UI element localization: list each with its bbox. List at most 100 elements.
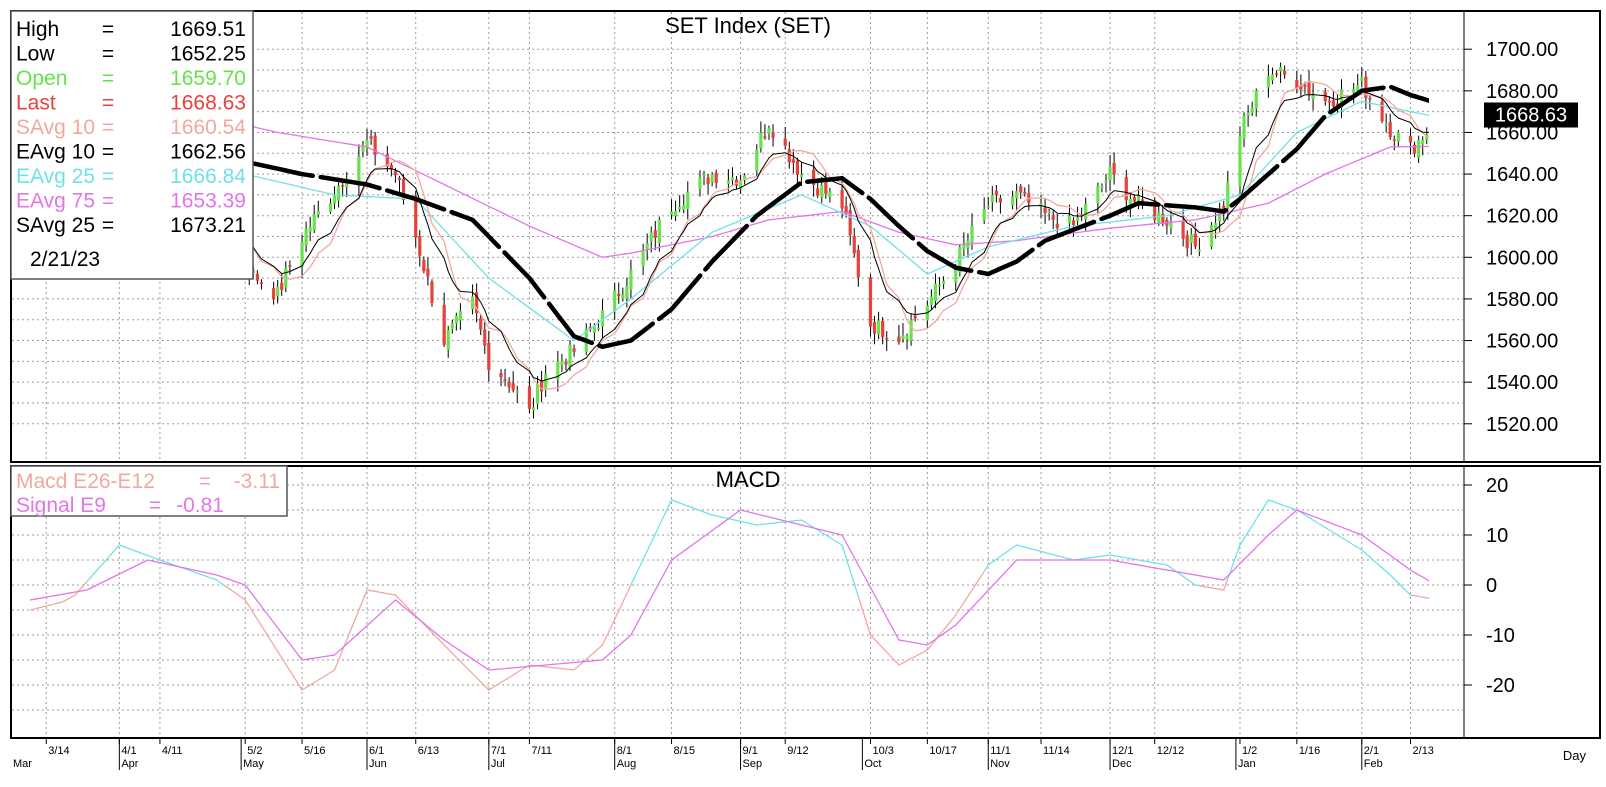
candle-up bbox=[1356, 85, 1360, 92]
candle-down bbox=[499, 373, 503, 378]
candle-down bbox=[272, 288, 276, 300]
candle-up bbox=[759, 132, 763, 149]
candle-up bbox=[1421, 140, 1425, 145]
candle-up bbox=[304, 228, 308, 246]
candle-up bbox=[328, 203, 333, 212]
candle-up bbox=[726, 180, 730, 184]
candle-down bbox=[414, 195, 418, 238]
x-tick-label: 11/1 bbox=[990, 745, 1011, 757]
candle-down bbox=[389, 164, 393, 170]
candle-up bbox=[1096, 186, 1100, 203]
last-price-marker: 1668.63 bbox=[1484, 102, 1578, 128]
candle-down bbox=[259, 282, 264, 285]
candle-down bbox=[1380, 101, 1384, 121]
candle-down bbox=[527, 386, 532, 409]
candle-down bbox=[994, 190, 998, 196]
candle-down bbox=[783, 138, 787, 146]
legend-label: EAvg 10 bbox=[16, 141, 95, 164]
x-tick-label: 7/1 bbox=[491, 745, 506, 757]
candle-up bbox=[1189, 234, 1193, 244]
candle-up bbox=[544, 374, 548, 389]
candle-down bbox=[1364, 76, 1368, 99]
candle-down bbox=[1132, 197, 1137, 202]
candle-down bbox=[1307, 82, 1311, 95]
legend-date: 2/21/23 bbox=[30, 248, 100, 271]
candle-down bbox=[1299, 85, 1303, 90]
x-tick-label: 4/11 bbox=[162, 745, 183, 757]
candle-up bbox=[556, 361, 560, 380]
candle-up bbox=[1209, 225, 1214, 248]
legend-value: 1652.25 bbox=[170, 43, 246, 66]
candle-down bbox=[1071, 220, 1076, 226]
candle-down bbox=[341, 185, 345, 187]
candle-up bbox=[962, 244, 966, 250]
candle-up bbox=[625, 286, 629, 299]
candle-up bbox=[1197, 249, 1201, 252]
candle-up bbox=[446, 330, 450, 350]
legend-label: Last bbox=[16, 92, 56, 115]
x-month-label: Jul bbox=[491, 758, 505, 770]
candle-up bbox=[1238, 136, 1242, 187]
candle-up bbox=[1360, 77, 1364, 81]
legend-label: SAvg 25 bbox=[16, 214, 95, 237]
candle-up bbox=[1214, 223, 1218, 229]
x-month-label: Nov bbox=[990, 758, 1010, 770]
candle-down bbox=[426, 268, 430, 277]
legend-value: 1673.21 bbox=[170, 214, 246, 237]
legend-label: High bbox=[16, 18, 59, 41]
candle-up bbox=[1169, 223, 1173, 229]
candle-down bbox=[483, 329, 487, 346]
candle-down bbox=[511, 383, 515, 391]
x-tick-label: 9/12 bbox=[787, 745, 808, 757]
macd-line bbox=[224, 584, 632, 691]
candle-up bbox=[1270, 74, 1275, 81]
candle-up bbox=[1047, 211, 1051, 213]
candle-down bbox=[1124, 177, 1128, 201]
x-tick-label: 2/13 bbox=[1413, 745, 1434, 757]
price-y-tick-label: 1580.00 bbox=[1486, 289, 1558, 311]
candle-up bbox=[970, 225, 974, 243]
candle-down bbox=[1051, 214, 1055, 220]
candle-up bbox=[641, 249, 645, 267]
legend-equals: = bbox=[102, 18, 114, 41]
candle-up bbox=[1384, 124, 1388, 126]
grid bbox=[12, 12, 1463, 737]
candle-up bbox=[657, 219, 661, 243]
candle-up bbox=[1417, 139, 1421, 158]
candle-down bbox=[824, 181, 828, 194]
candle-up bbox=[820, 184, 824, 198]
price-y-axis: 1700.00 1680.00 1660.00 1640.00 1620.00 1600.… bbox=[1464, 39, 1558, 436]
candle-up bbox=[515, 391, 519, 393]
last-price-label: 1668.63 bbox=[1495, 104, 1567, 126]
legend-label: Low bbox=[16, 43, 55, 66]
candle-up bbox=[649, 232, 653, 242]
candle-up bbox=[1084, 204, 1088, 220]
candle-down bbox=[288, 265, 292, 267]
candle-up bbox=[738, 180, 743, 190]
candle-up bbox=[1039, 203, 1043, 207]
candle-up bbox=[702, 173, 706, 176]
candle-up bbox=[730, 177, 735, 181]
macd-plot bbox=[29, 499, 1429, 691]
macd-y-tick-label: 0 bbox=[1486, 575, 1497, 597]
legend-equals: = bbox=[102, 67, 114, 90]
candle-up bbox=[1067, 215, 1072, 224]
candle-down bbox=[1019, 186, 1023, 193]
x-month-label: Sep bbox=[743, 758, 763, 770]
candle-down bbox=[1335, 103, 1340, 106]
x-axis: 3/14 4/1 4/11 5/2 5/16 6/1 6/13 7/1 7/11 8/1 8/15 9… bbox=[13, 738, 1434, 770]
candle-down bbox=[487, 342, 491, 371]
legend-value: 1666.84 bbox=[170, 165, 246, 188]
candle-down bbox=[1181, 220, 1185, 239]
candle-down bbox=[897, 336, 901, 343]
savg-10-line bbox=[29, 80, 1429, 390]
candle-down bbox=[816, 188, 820, 196]
x-month-label: Feb bbox=[1364, 758, 1383, 770]
candle-up bbox=[621, 294, 625, 299]
candle-up bbox=[901, 335, 905, 339]
candle-up bbox=[929, 296, 933, 305]
candle-down bbox=[771, 132, 775, 138]
price-y-tick-label: 1600.00 bbox=[1486, 247, 1558, 269]
x-tick-label: 3/14 bbox=[48, 745, 69, 757]
